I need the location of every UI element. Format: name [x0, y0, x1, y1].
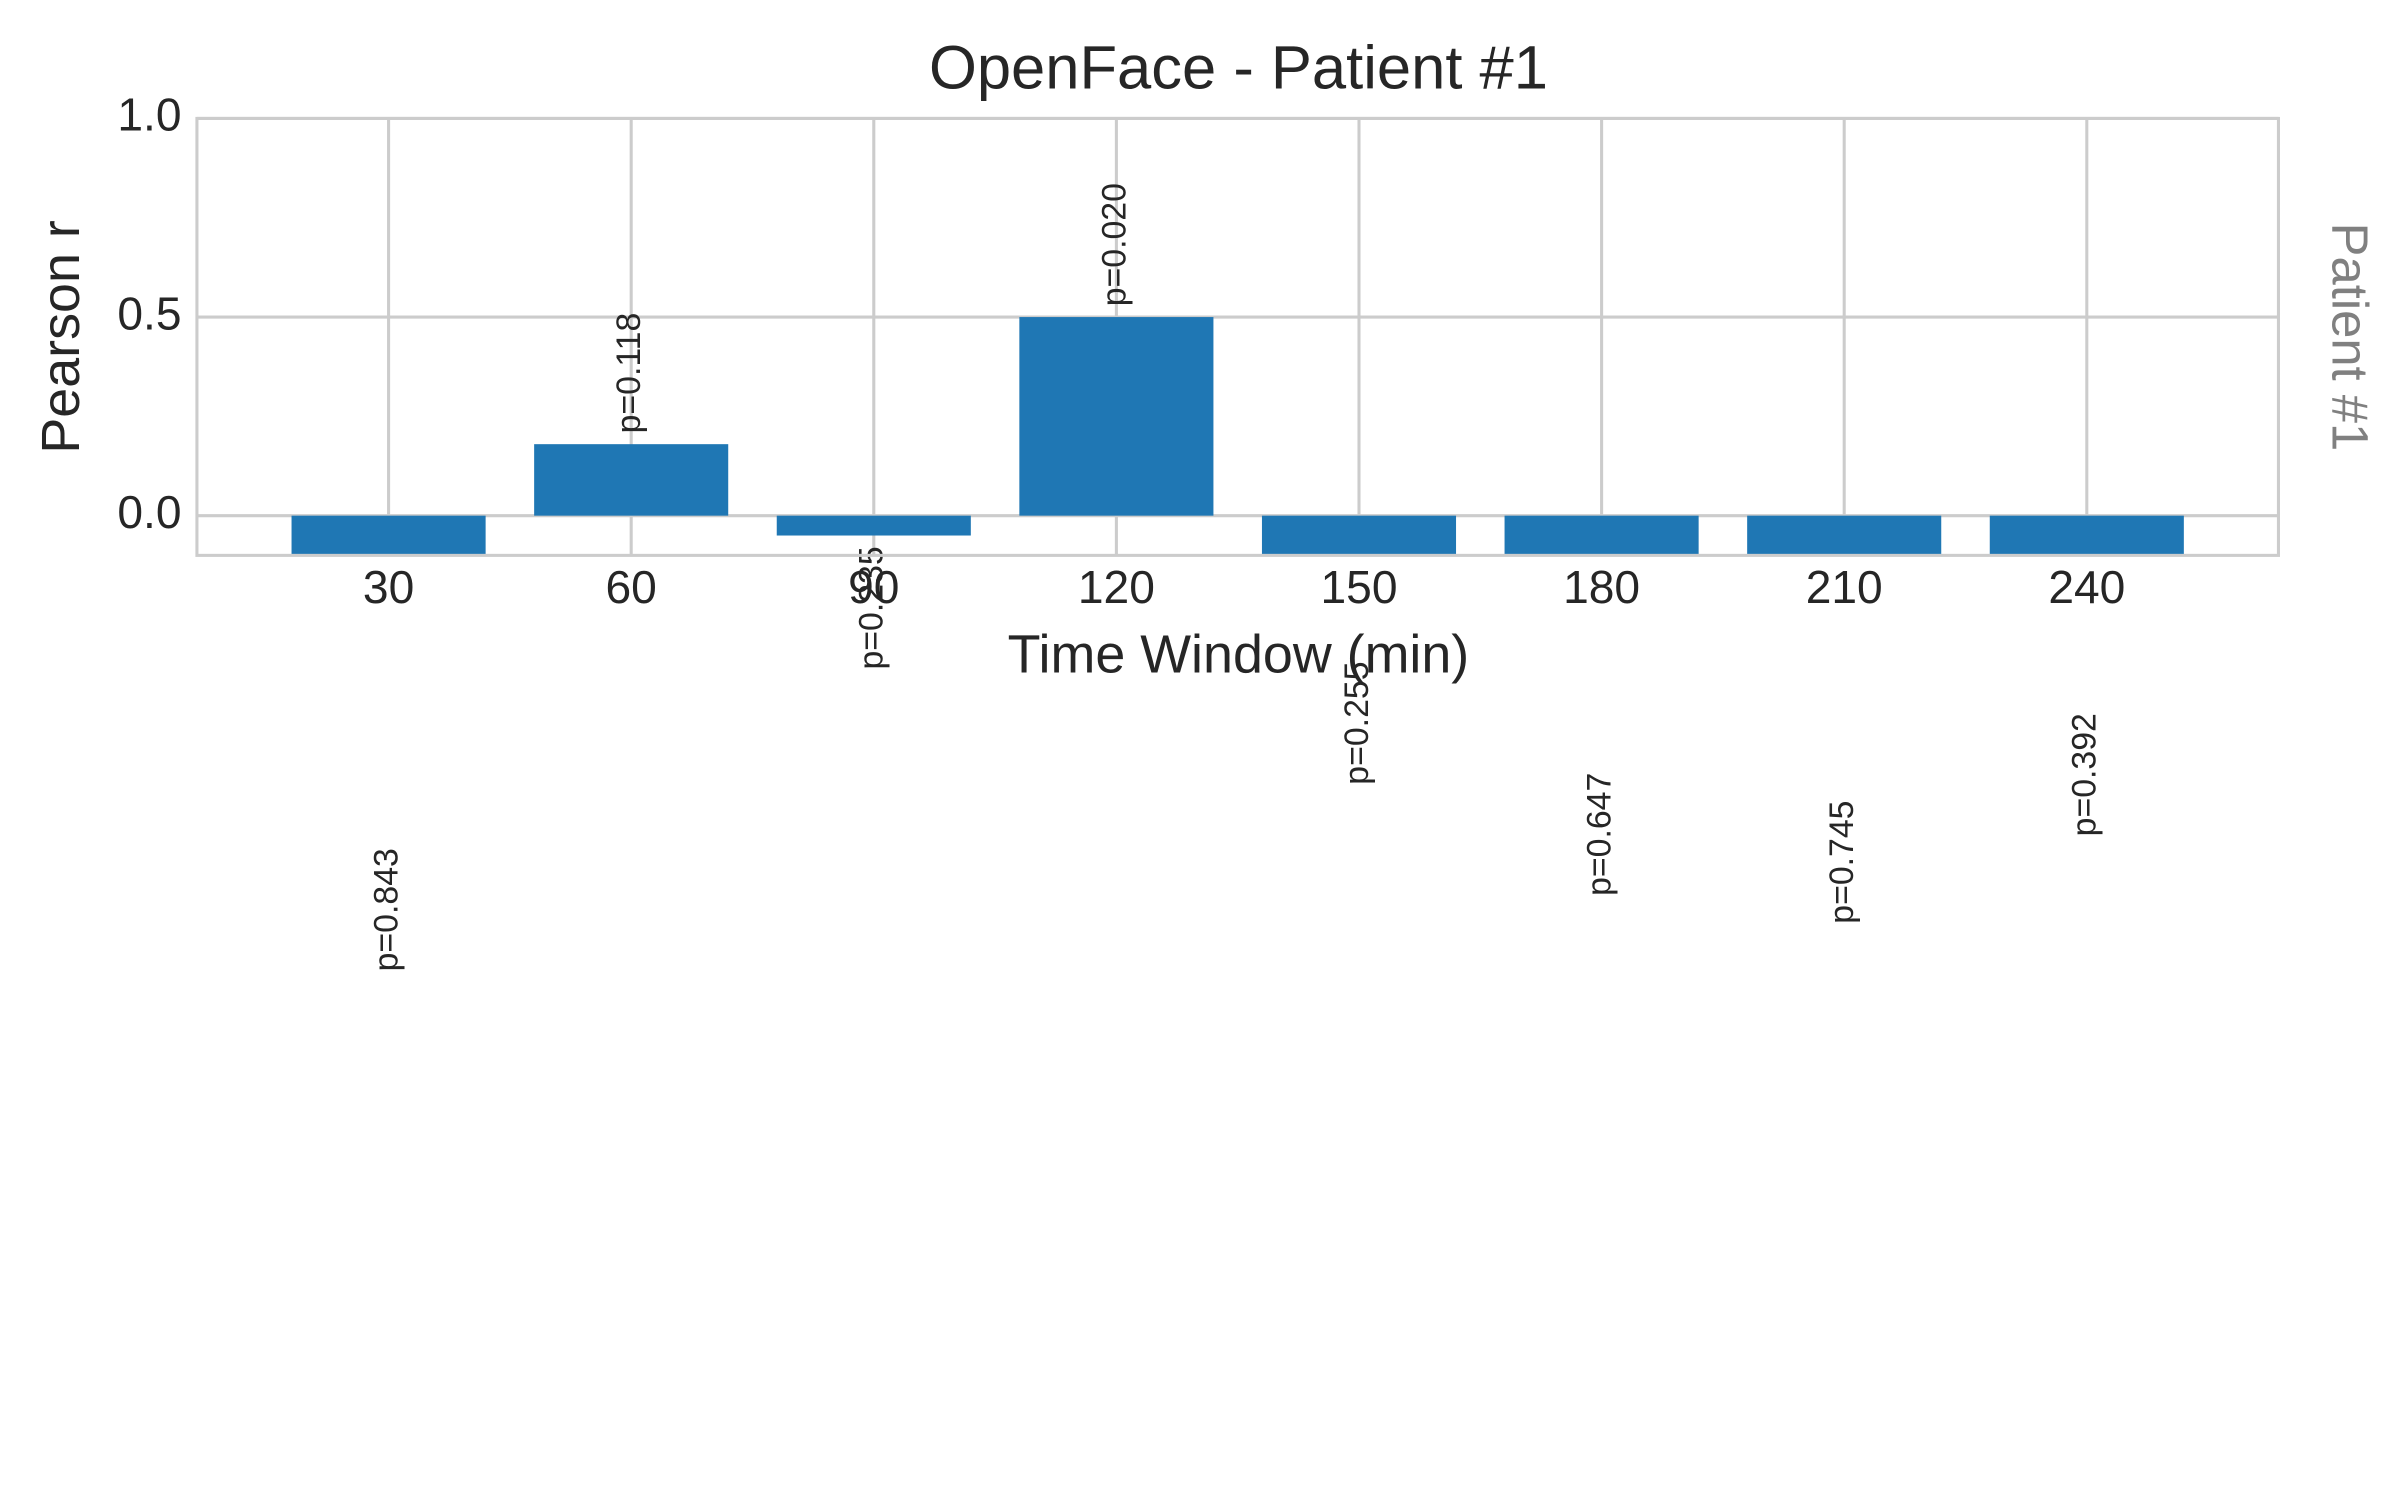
x-tick-label: 150 [1321, 561, 1398, 613]
y-tick-label: 0.5 [117, 287, 181, 339]
plot-frame [195, 116, 2280, 557]
p-value-label: p=0.020 [1095, 183, 1133, 306]
p-value-label: p=0.843 [368, 848, 406, 971]
x-tick-label: 120 [1078, 561, 1155, 613]
p-value-label: p=0.235 [853, 546, 891, 669]
chart-title: OpenFace - Patient #1 [929, 34, 1548, 103]
bar [776, 515, 971, 536]
x-tick-label: 30 [363, 561, 414, 613]
p-value-label: p=0.647 [1581, 773, 1619, 896]
y-tick-label: 0.0 [117, 486, 181, 538]
plot-area [291, 317, 2184, 556]
y-tick-label: 1.0 [117, 89, 181, 141]
bar [1747, 515, 1942, 556]
side-label: Patient #1 [2322, 223, 2379, 452]
x-tick-label: 90 [848, 561, 899, 613]
x-tick-label: 240 [2048, 561, 2125, 613]
x-tick-label: 60 [606, 561, 657, 613]
bar [534, 444, 729, 516]
bar [1989, 515, 2184, 556]
x-axis-label: Time Window (min) [1008, 625, 1470, 685]
y-axis-label: Pearson r [31, 220, 91, 453]
bar [1019, 317, 1214, 516]
x-tick-label: 210 [1806, 561, 1883, 613]
bar [1504, 515, 1699, 556]
p-value-label: p=0.118 [610, 313, 648, 434]
p-value-label: p=0.392 [2066, 713, 2104, 836]
p-value-label: p=0.255 [1338, 661, 1376, 784]
bar [291, 515, 486, 556]
bar [1261, 515, 1457, 556]
p-value-label: p=0.745 [1823, 801, 1861, 924]
x-tick-label: 180 [1563, 561, 1640, 613]
